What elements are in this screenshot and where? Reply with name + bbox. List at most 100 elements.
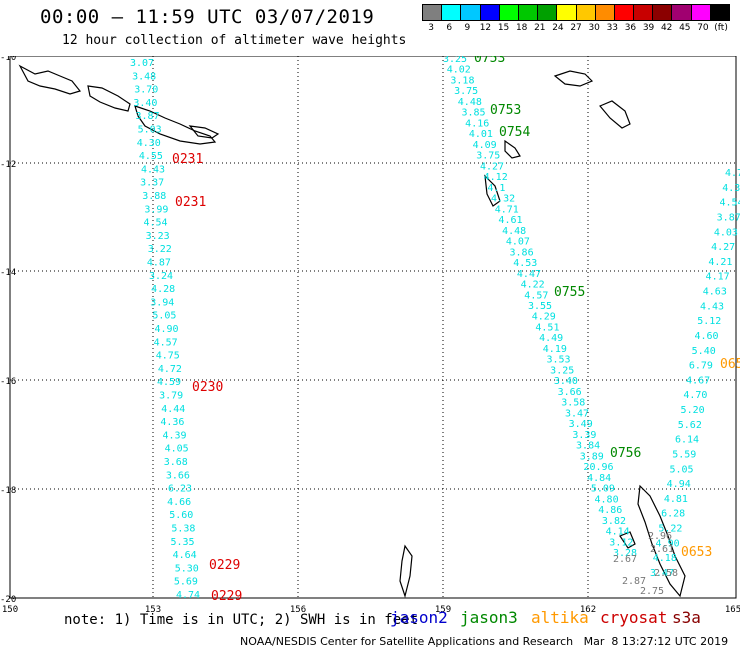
wave-height-value: 3.23 — [146, 231, 170, 242]
wave-height-value-grey: 2.61 — [650, 544, 674, 555]
wave-height-value: 4.07 — [506, 237, 530, 248]
coastline — [553, 70, 594, 87]
scale-label: 3 — [428, 23, 434, 33]
coastline — [637, 484, 686, 598]
wave-height-value: 5.60 — [169, 510, 193, 521]
scale-swatch — [595, 5, 615, 20]
wave-height-value: 5.05 — [669, 464, 693, 475]
wave-height-value: 3.84 — [576, 441, 600, 452]
lon-tick-label: 150 — [2, 605, 18, 615]
pass-time-label-cryosat: 0231 — [172, 152, 203, 167]
coastline — [599, 100, 631, 129]
scale-swatch — [614, 5, 635, 20]
wave-height-value-grey: 2.58 — [654, 568, 678, 579]
scale-label: 39 — [642, 23, 655, 33]
wave-height-value: 4.53 — [513, 258, 537, 269]
color-scale-swatches — [422, 4, 730, 21]
wave-height-value: 5.59 — [672, 449, 696, 460]
wave-height-value: 4.05 — [165, 444, 189, 455]
wave-height-value: 4.86 — [598, 505, 622, 516]
wave-height-value: 3.55 — [528, 301, 552, 312]
legend-item-jason2: jason2 — [390, 608, 448, 627]
wave-height-value: 5.40 — [692, 346, 716, 357]
wave-height-value: 3.58 — [561, 398, 585, 409]
wave-height-value: 4.57 — [524, 290, 548, 301]
wave-height-value: 3.70 — [134, 85, 158, 96]
coastline — [188, 125, 220, 139]
wave-height-value: 4.09 — [473, 140, 497, 151]
wave-height-value: 4.87 — [147, 258, 171, 269]
map-title: 00:00 — 11:59 UTC 03/07/2019 — [40, 6, 375, 28]
scale-label: 15 — [497, 23, 510, 33]
scale-label: 45 — [679, 23, 691, 33]
wave-height-value: 4.54 — [144, 218, 168, 229]
wave-height-value: 3.75 — [476, 151, 500, 162]
lat-tick-label: -14 — [0, 268, 16, 278]
wave-height-value: 4.7 — [725, 168, 740, 179]
lon-tick-label: 156 — [290, 605, 306, 615]
scale-swatch — [518, 5, 539, 20]
scale-swatch — [442, 5, 462, 20]
coastline — [484, 174, 501, 207]
wave-height-value: 3.25 — [443, 56, 467, 65]
wave-height-value: 3.89 — [580, 451, 604, 462]
wave-height-value: 4.01 — [469, 129, 493, 140]
scale-swatch — [634, 5, 654, 20]
wave-height-value: 4.63 — [703, 287, 727, 298]
wave-height-value: 3.24 — [149, 271, 173, 282]
scale-label: (ft) — [714, 23, 728, 33]
scale-label: 24 — [552, 23, 564, 33]
scale-label: 9 — [464, 23, 471, 33]
scale-swatch — [576, 5, 596, 20]
wave-height-value: 4.71 — [495, 204, 519, 215]
wave-height-value: 3.25 — [550, 365, 574, 376]
legend-item-s3a: s3a — [672, 608, 701, 627]
scale-swatch — [710, 5, 729, 20]
wave-height-value: 4.55 — [139, 151, 163, 162]
scale-swatch — [653, 5, 673, 20]
wave-height-value: 6.28 — [661, 509, 685, 520]
credit-line: NOAA/NESDIS Center for Satellite Applica… — [240, 635, 729, 648]
scale-label: 42 — [660, 23, 673, 33]
scale-swatch — [461, 5, 481, 20]
scale-label: 70 — [697, 23, 709, 33]
scale-label: 6 — [446, 23, 453, 33]
wave-height-value: 4.30 — [722, 183, 740, 194]
wave-height-value: 4.30 — [137, 138, 161, 149]
wave-height-value: 4.43 — [141, 164, 165, 175]
scale-swatch — [557, 5, 577, 20]
wave-height-value: 4.66 — [167, 497, 191, 508]
wave-height-value: 4.27 — [711, 242, 735, 253]
pass-time-label-cryosat: 0229 — [211, 589, 242, 604]
wave-height-value: 4.60 — [694, 331, 718, 342]
wave-height-value: 4.27 — [480, 161, 504, 172]
footer-note: note: 1) Time is in UTC; 2) SWH is in fe… — [64, 612, 419, 628]
pass-time-label-cryosat: 0229 — [209, 558, 240, 573]
wave-height-value: 4.36 — [160, 417, 184, 428]
wave-height-value: 4.90 — [155, 324, 179, 335]
wave-height-value: 4.94 — [667, 479, 691, 490]
wave-height-value: 5.62 — [678, 420, 702, 431]
wave-height-value: 3.47 — [565, 408, 589, 419]
wave-height-value-grey: 2.67 — [613, 554, 637, 565]
lat-tick-label: -20 — [0, 595, 16, 605]
legend-item-altika: altika — [531, 608, 589, 627]
wave-height-value: 3.53 — [546, 355, 570, 366]
wave-height-value: 4.44 — [161, 404, 185, 415]
wave-height-value: 3.18 — [450, 75, 474, 86]
lon-tick-label: 162 — [580, 605, 596, 615]
wave-height-value: 4.28 — [151, 284, 175, 295]
scale-swatch — [691, 5, 711, 20]
wave-height-value: 4.74 — [176, 590, 200, 601]
wave-height-value: 4.14 — [606, 527, 630, 538]
wave-height-value: 4.48 — [502, 226, 526, 237]
wave-height-value: 3.66 — [558, 387, 582, 398]
wave-height-value: 4.61 — [498, 215, 522, 226]
pass-time-label-jason3: 0753 — [490, 103, 521, 118]
wave-height-value: 3.66 — [166, 470, 190, 481]
wave-height-value: 6.79 — [689, 361, 713, 372]
wave-height-value: 3.85 — [461, 108, 485, 119]
wave-height-value: 3.47 — [650, 568, 674, 579]
